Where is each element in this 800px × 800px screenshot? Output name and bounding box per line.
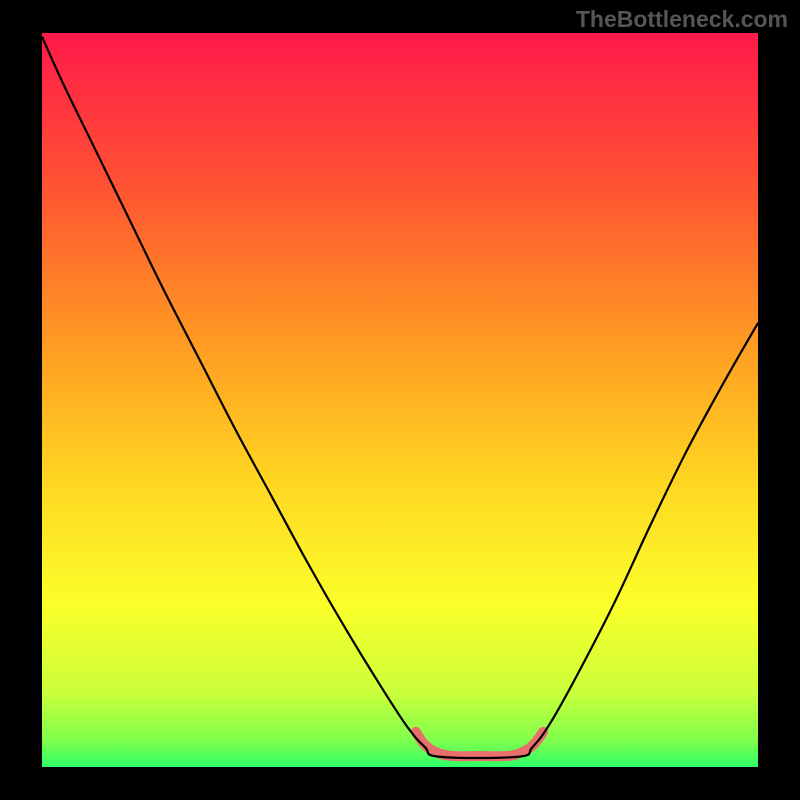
bottleneck-curve-chart bbox=[0, 0, 800, 800]
chart-container: TheBottleneck.com bbox=[0, 0, 800, 800]
plot-gradient-area bbox=[42, 33, 758, 767]
watermark-text: TheBottleneck.com bbox=[576, 6, 788, 33]
